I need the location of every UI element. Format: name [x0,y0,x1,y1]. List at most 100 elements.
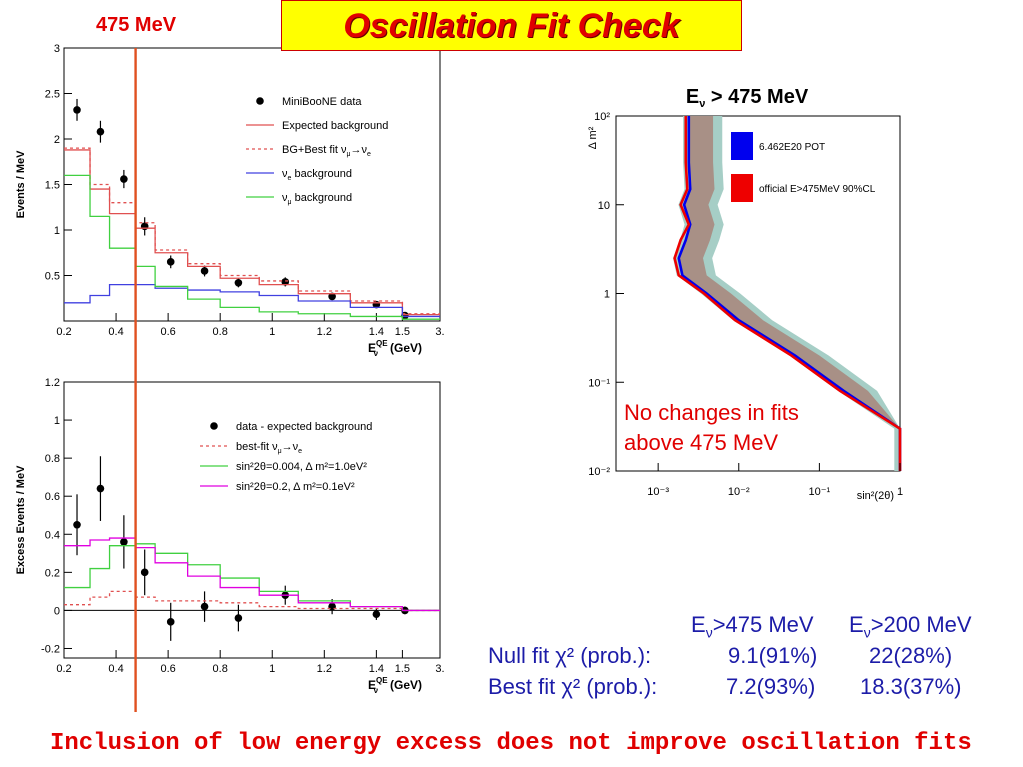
top-series-2 [64,147,440,315]
bottom-legend-sub: e [298,448,302,455]
top-data-point [96,127,105,136]
bottom-data-point [200,602,209,611]
bottom-legend-label: best-fit νμ→νe [236,441,302,455]
bottom-xtick-label: 1 [269,663,275,675]
bottom-ylabel: Excess Events / MeV [15,465,27,575]
bottom-ytick-label: 0.6 [45,491,60,503]
top-legend-label: BG+Best fit νμ→νe [282,144,371,158]
top-legend-sub: μ [288,199,292,206]
top-data-point [166,258,175,266]
bottom-series-1 [64,590,440,612]
bottom-data-point [140,568,149,577]
top-data-point [328,292,336,301]
contour-band-inner [678,116,900,471]
contour-ytick-label: 10 [598,200,610,212]
bottom-data-point [120,538,128,546]
top-xtick-label: 1.5 [395,326,410,338]
top-data-point [200,267,209,275]
contour-ytick-label: 10⁻¹ [588,377,610,389]
top-xtick-label: 0.2 [56,326,71,338]
contour-frame [615,115,901,472]
top-legend-label: Expected background [282,120,388,132]
bottom-legend-text: data - expected background [236,421,372,433]
table-header-col1: Eν>475 MeV [691,612,814,641]
contour-xtick-label: 10⁻² [728,486,750,498]
bottom-ytick-label: 1 [54,415,60,427]
top-xtick-label: 1.2 [317,326,332,338]
contour-legend-label: official E>475MeV 90%CL [759,184,876,195]
top-ylabel: Events / MeV [15,150,27,219]
top-xlabel-main: E [368,341,376,355]
top-ytick-label: 2.5 [45,89,60,101]
top-data-point [73,106,81,114]
bottom-ytick-label: 0.2 [45,567,60,579]
top-legend-tail: background [291,168,352,180]
bottom-ytick-label: 0.4 [45,529,60,541]
table-row-null-v2: 22(28%) [869,643,953,668]
top-legend-text: BG+Best fit ν [282,144,347,156]
bottom-xtick-label: 1.4 [369,663,384,675]
bottom-legend-text: best-fit ν [236,441,278,453]
table-row-null-v1: 9.1(91%) [728,643,818,668]
top-legend-tail: background [292,192,353,204]
top-xtick-label: 0.6 [160,326,175,338]
bottom-xtick-label: 0.2 [56,663,71,675]
bottom-ytick-label: 1.2 [45,377,60,389]
top-data-point [281,278,290,286]
bottom-legend-text: sin²2θ=0.2, Δ m²=0.1eV² [236,481,355,493]
contour-xlabel: sin²(2θ) [857,490,894,502]
contour-ylabel: Δ m² [587,126,599,149]
contour-legend-swatch [731,132,753,160]
bottom-legend-tail: →ν [282,441,299,453]
contour-ytick-label: 10⁻² [588,466,610,478]
bottom-legend-sub: μ [278,448,282,455]
top-xtick-label: 1 [269,326,275,338]
bottom-data-point [328,602,336,611]
top-legend-label: νe background [282,168,352,182]
contour-title-main: E [686,86,699,108]
bottom-data-point [73,520,81,529]
top-legend-sub: μ [347,151,351,158]
spectra-bg [0,40,478,712]
spectra-panel: 0.5 1 1.5 2 2.5 3 0.2 0.4 0.6 0.8 1 1.2 1.4 1.5 3. Even… [0,40,478,712]
contour-xtick-label: 10⁻¹ [809,486,831,498]
contour-plot-frame: Eν > 475 MeV 10⁻³ 10⁻² 10⁻¹ 1 10⁻² 10⁻¹ 1 10 10² Δ… [542,58,952,536]
contour-title-sub: ν [699,98,705,110]
top-legend-sub: e [288,175,292,182]
contour-plot: Eν > 475 MeV 10⁻³ 10⁻² 10⁻¹ 1 10⁻² 10⁻¹ 1 10 10² Δ… [587,86,903,502]
top-ytick-label: 1.5 [45,180,60,192]
table-row-best-v1: 7.2(93%) [726,674,816,699]
bottom-legend-label: sin²2θ=0.2, Δ m²=0.1eV² [236,481,355,493]
top-legend-text: ν [282,192,288,204]
bottom-ytick-label: -0.2 [41,643,60,655]
top-ytick-label: 1 [54,225,60,237]
table-row-best-v2: 18.3(37%) [860,674,962,699]
bottom-xtick-label: 1.5 [395,663,410,675]
contour-title-tail: > 475 MeV [705,86,809,108]
bottom-legend-label: sin²2θ=0.004, Δ m²=1.0eV² [236,461,367,473]
top-ytick-label: 3 [54,43,60,55]
bottom-xtick-label: 0.8 [213,663,228,675]
table-row-best-label: Best fit χ² (prob.): [488,674,658,699]
footer-conclusion: Inclusion of low energy excess does not … [50,730,972,757]
top-data-point [140,222,149,231]
top-ytick-label: 2 [54,134,60,146]
contour-xtick-label: 10⁻³ [647,486,669,498]
top-legend-label: νμ background [282,192,352,206]
bottom-xlabel-unit: (GeV) [390,678,422,692]
bottom-xlabel-sub: ν [374,686,379,695]
top-legend-sub: e [367,151,371,158]
fit-note-line-2: above 475 MeV [624,430,779,455]
bottom-legend-label: data - expected background [236,421,372,433]
bottom-legend-marker [210,422,218,430]
top-ytick-label: 0.5 [45,271,60,283]
top-data-point [120,175,128,183]
bottom-ytick-label: 0 [54,605,60,617]
fit-note: No changes in fits above 475 MeV [624,398,864,458]
bottom-legend-text: sin²2θ=0.004, Δ m²=1.0eV² [236,461,367,473]
bottom-xtick-label: 0.4 [108,663,123,675]
bottom-data-point [372,610,381,619]
bottom-ytick-label: 0.8 [45,453,60,465]
contour-series-0 [677,116,902,471]
top-data-point [234,278,243,287]
